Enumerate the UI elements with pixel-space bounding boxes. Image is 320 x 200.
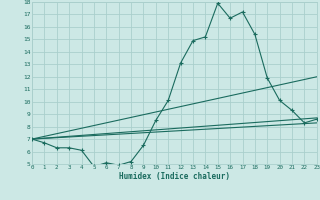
X-axis label: Humidex (Indice chaleur): Humidex (Indice chaleur) — [119, 172, 230, 181]
